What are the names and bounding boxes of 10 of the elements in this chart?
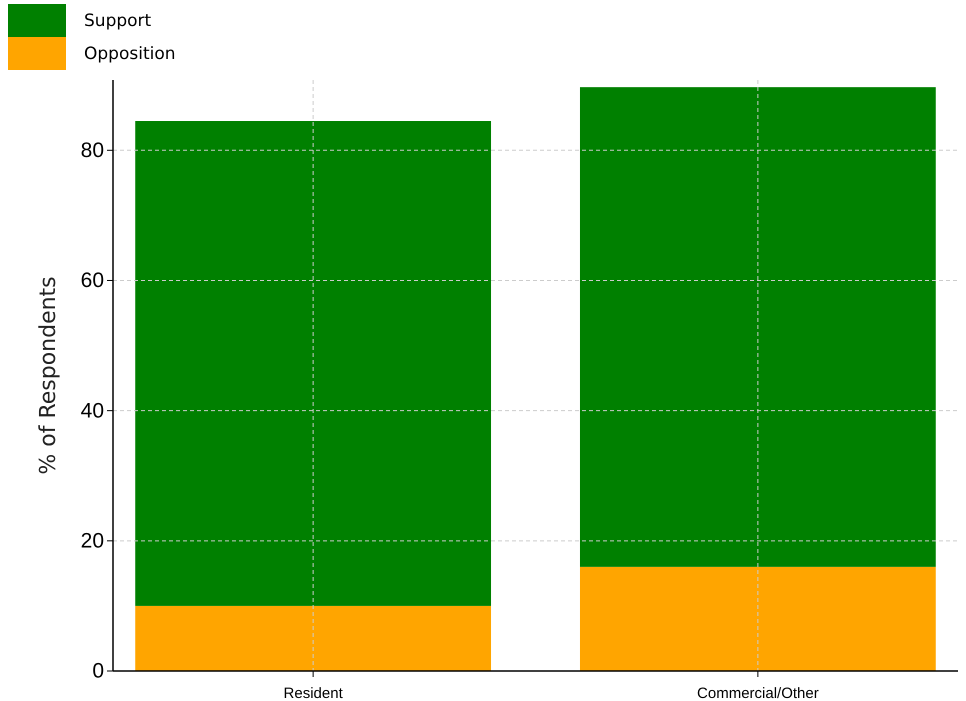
y-tick-label: 20 bbox=[80, 530, 104, 553]
legend-label: Support bbox=[84, 11, 152, 31]
legend-label: Opposition bbox=[84, 44, 176, 64]
y-tick-label: 40 bbox=[80, 399, 104, 422]
y-tick-label: 0 bbox=[92, 660, 104, 683]
y-tick-label: 80 bbox=[80, 139, 104, 162]
x-tick-label: Resident bbox=[284, 685, 344, 701]
y-tick-label: 60 bbox=[80, 269, 104, 292]
y-axis-title: % of Respondents bbox=[36, 276, 61, 475]
x-tick-label: Commercial/Other bbox=[697, 685, 819, 701]
